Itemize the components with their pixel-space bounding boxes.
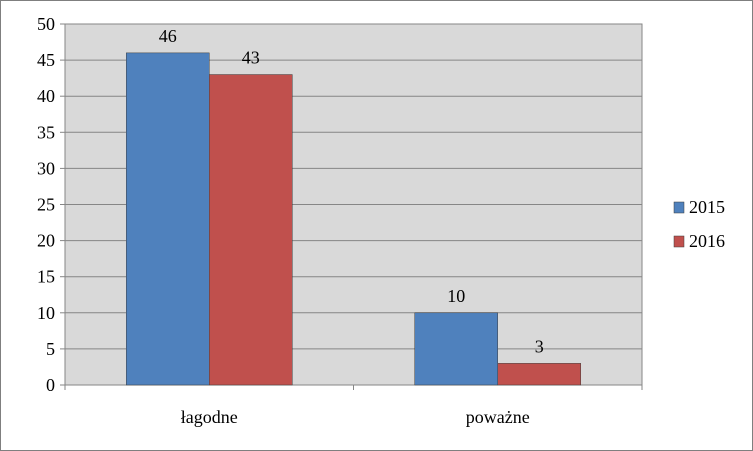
bar-2016-0 xyxy=(209,74,293,386)
bar-2016-1 xyxy=(497,363,581,386)
data-label: 43 xyxy=(242,48,260,68)
y-tick-label: 50 xyxy=(37,14,55,34)
data-label: 10 xyxy=(447,286,465,306)
legend-label: 2015 xyxy=(689,197,725,217)
y-tick-label: 25 xyxy=(37,195,55,215)
y-tick-label: 30 xyxy=(37,158,55,178)
y-axis: 0 5 10 15 20 25 30 35 40 45 50 xyxy=(37,14,65,395)
data-label: 3 xyxy=(535,336,544,356)
y-tick-label: 0 xyxy=(46,375,55,395)
y-tick-label: 35 xyxy=(37,122,55,142)
bar-2015-0 xyxy=(126,52,210,386)
bar-2015-1 xyxy=(414,312,498,386)
y-tick-label: 10 xyxy=(37,303,55,323)
y-tick-label: 5 xyxy=(46,339,55,359)
legend-swatch-2015 xyxy=(673,201,685,214)
x-category-label: łagodne xyxy=(181,407,238,427)
y-tick-label: 20 xyxy=(37,231,55,251)
y-tick-label: 15 xyxy=(37,267,55,287)
y-tick-label: 40 xyxy=(37,86,55,106)
bars xyxy=(126,52,581,386)
legend: 2015 2016 xyxy=(673,197,725,251)
x-axis: łagodne poważne xyxy=(64,385,643,427)
x-category-label: poważne xyxy=(466,407,530,427)
legend-swatch-2016 xyxy=(673,235,685,248)
legend-label: 2016 xyxy=(689,231,725,251)
data-label: 46 xyxy=(159,26,177,46)
y-tick-label: 45 xyxy=(37,50,55,70)
data-labels: 46 43 10 3 xyxy=(159,26,544,356)
